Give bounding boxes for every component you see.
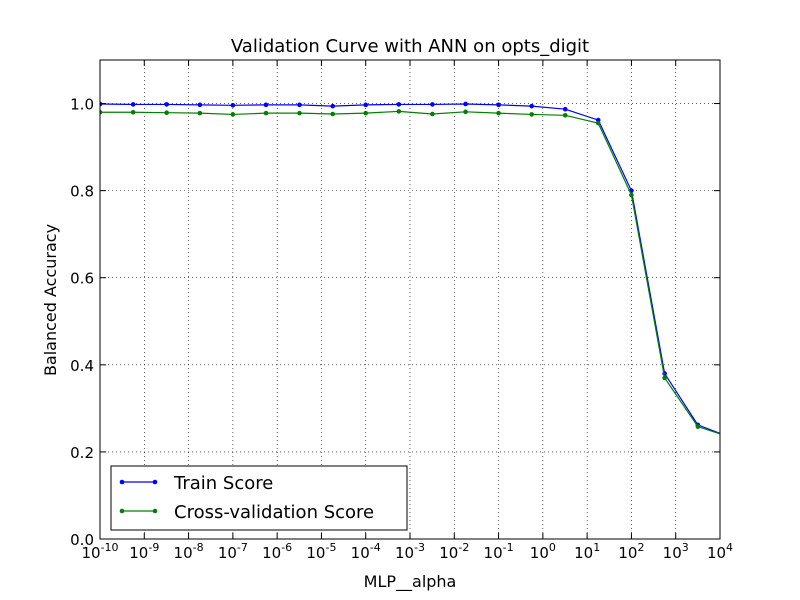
- x-tick-label: 103: [663, 541, 689, 562]
- legend-train-marker-left: [119, 479, 125, 485]
- series-train-point: [363, 102, 369, 108]
- series-train-point: [263, 102, 269, 108]
- series-cv-point: [297, 110, 302, 116]
- x-tick-label: 10-10: [81, 541, 118, 562]
- y-axis-label: Balanced Accuracy: [41, 224, 60, 376]
- series-train-point: [164, 102, 169, 107]
- series-cv-point: [363, 110, 369, 116]
- legend-cv-marker-right: [152, 508, 158, 514]
- chart-title: Validation Curve with ANN on opts_digit: [231, 36, 589, 57]
- x-tick-label: 102: [618, 541, 644, 562]
- series-cv-point: [396, 109, 402, 114]
- grid: [100, 60, 720, 539]
- series-cv-point: [629, 192, 634, 198]
- y-tick-label: 0.2: [70, 444, 94, 462]
- series-train-point: [230, 102, 236, 108]
- x-tick-label: 10-6: [262, 541, 292, 562]
- x-tick-label: 10-5: [306, 541, 336, 562]
- y-tick-label: 0.0: [70, 531, 94, 549]
- x-tick-label: 10-4: [351, 541, 381, 562]
- series-cv-point: [662, 375, 667, 381]
- legend-train-label: Train Score: [173, 473, 273, 494]
- legend-box: [110, 465, 408, 531]
- series-cv-point: [130, 109, 136, 115]
- series-train-point: [463, 101, 468, 107]
- x-tick-label: 10-7: [218, 541, 248, 562]
- ticks: 10-10 10-9 10-8 10-7 10-6 10-5 10-4 10-3 10-2 10-…: [70, 60, 733, 562]
- x-tick-label: 10-8: [174, 541, 204, 562]
- series-cv-point: [496, 110, 501, 116]
- series-cv-point: [230, 112, 236, 117]
- x-tick-label: 104: [707, 541, 733, 562]
- series-train-point: [430, 102, 435, 107]
- series-cv-point: [562, 113, 568, 118]
- legend-cv-label: Cross-validation Score: [174, 502, 374, 523]
- series-train-point: [330, 103, 336, 109]
- x-tick-label: 10-9: [129, 541, 159, 562]
- plot-lines: [100, 101, 720, 435]
- x-tick-label: 10-2: [439, 541, 469, 562]
- x-tick-label: 10-1: [484, 541, 514, 562]
- series-cv-point: [529, 112, 535, 117]
- series-cv-point: [263, 110, 269, 116]
- series-cv-point: [595, 120, 601, 126]
- y-tick-label: 0.6: [70, 270, 94, 288]
- x-tick-label: 10-3: [395, 541, 425, 562]
- y-tick-label: 0.4: [70, 357, 94, 375]
- series-train-point: [496, 102, 501, 108]
- series-train-point: [297, 102, 302, 108]
- series-cv-point: [164, 110, 169, 115]
- series-cv-point: [100, 109, 103, 115]
- x-tick-label: 100: [530, 541, 556, 562]
- series-cv-point: [330, 111, 336, 117]
- legend: Train Score Cross-validation Score: [110, 465, 408, 531]
- series-cv-point: [463, 109, 468, 115]
- series-train-point: [562, 106, 568, 112]
- x-tick-label: 101: [574, 541, 600, 562]
- legend-cv-marker-left: [119, 508, 125, 514]
- y-tick-label: 0.8: [70, 183, 94, 201]
- series-cv-point: [695, 424, 701, 429]
- series-cv-point: [197, 110, 203, 116]
- y-tick-label: 1.0: [70, 96, 94, 114]
- legend-train-marker-right: [152, 479, 158, 485]
- series-train-point: [197, 102, 203, 108]
- series-cv-point: [430, 111, 435, 117]
- series-train-point: [529, 103, 535, 109]
- series-train-point: [396, 102, 402, 107]
- series-train-point: [130, 102, 136, 107]
- x-axis-label: MLP__alpha: [364, 572, 457, 592]
